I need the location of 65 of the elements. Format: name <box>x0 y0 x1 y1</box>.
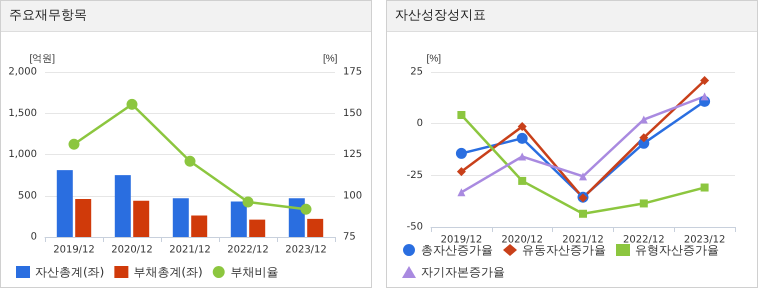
legend-label: 자기자본증가율 <box>421 265 505 279</box>
point <box>456 148 467 159</box>
y-tick-label: 25 <box>410 66 423 78</box>
y-tick-label: 1,500 <box>8 108 37 119</box>
y2-axis-title: [%] <box>323 54 338 64</box>
point <box>457 110 466 119</box>
bar <box>230 202 247 237</box>
point <box>516 132 528 144</box>
point <box>518 122 527 132</box>
point <box>579 210 587 218</box>
y2-tick-label: 125 <box>343 149 362 160</box>
x-tick-label: 2023/12 <box>285 244 327 256</box>
point <box>457 188 466 196</box>
legend-label: 부채비율 <box>230 265 279 279</box>
y-tick-label: -50 <box>406 222 423 232</box>
y2-tick-label: 175 <box>343 66 362 78</box>
point <box>639 133 648 142</box>
y2-tick-label: 100 <box>343 190 362 202</box>
y-axis-title: [%] <box>426 54 442 64</box>
x-tick-label: 2019/12 <box>53 244 95 256</box>
y-axis-title: [억원] <box>29 54 56 64</box>
bar <box>133 200 150 237</box>
legend-label: 부채총계(좌) <box>133 265 203 279</box>
y-tick-label: 2,000 <box>8 66 37 78</box>
y-tick-label: -25 <box>406 170 423 181</box>
point <box>184 156 196 167</box>
point <box>700 184 709 192</box>
point <box>518 152 526 161</box>
x-tick-label: 2021/12 <box>169 244 211 256</box>
legend-label: 총자산증가율 <box>421 243 493 257</box>
point <box>300 204 312 215</box>
point <box>242 196 254 208</box>
bar <box>114 175 131 237</box>
chart-title: 주요재무항목 <box>1 1 371 32</box>
chart-title: 자산성장성지표 <box>387 1 757 32</box>
point <box>640 199 648 208</box>
y-tick-label: 500 <box>18 190 37 202</box>
point <box>126 98 138 110</box>
x-tick-label: 2021/12 <box>562 234 604 246</box>
y2-tick-label: 150 <box>343 108 362 119</box>
x-tick-label: 2019/12 <box>440 234 482 246</box>
legend-label: 자산총계(좌) <box>35 265 104 279</box>
point <box>456 167 466 176</box>
y-tick-label: 0 <box>416 118 423 130</box>
bar <box>56 170 73 237</box>
point <box>68 138 80 150</box>
legend-label: 유동자산증가율 <box>522 243 606 257</box>
x-tick-label: 2022/12 <box>227 244 269 256</box>
point <box>579 172 587 180</box>
y2-tick-label: 75 <box>343 232 356 242</box>
bar <box>191 216 208 237</box>
y-tick-label: 1,000 <box>8 149 37 160</box>
bar <box>172 198 189 237</box>
legend-label: 유형자산증가율 <box>635 243 719 257</box>
bar <box>249 220 266 237</box>
point <box>700 76 710 85</box>
bar <box>307 218 324 237</box>
x-tick-label: 2020/12 <box>111 244 153 256</box>
x-tick-label: 2023/12 <box>684 234 726 246</box>
x-tick-label: 2022/12 <box>623 234 665 246</box>
point <box>518 176 526 185</box>
bar <box>75 199 92 237</box>
x-tick-label: 2020/12 <box>501 234 543 246</box>
y-tick-label: 0 <box>30 232 37 242</box>
point <box>700 92 709 100</box>
